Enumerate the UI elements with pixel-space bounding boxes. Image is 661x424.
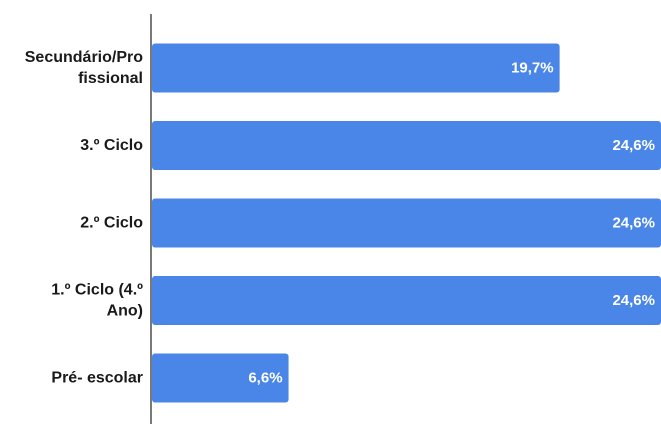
category-label: 1.º Ciclo (4.º Ano): [51, 282, 143, 320]
bar: [152, 121, 661, 170]
category-label-line: Pré- escolar: [51, 370, 143, 387]
category-label-line: Ano): [107, 303, 143, 320]
bar-value-label: 24,6%: [612, 215, 655, 232]
category-label: Secundário/Pro fissional: [25, 49, 143, 87]
category-label: Pré- escolar: [51, 370, 143, 387]
category-label-line: fissional: [78, 70, 143, 87]
bar: [152, 43, 560, 93]
bar: [152, 198, 661, 248]
category-label-line: 1.º Ciclo (4.º: [51, 282, 143, 299]
bar-value-label: 19,7%: [511, 60, 554, 77]
bar-value-label: 6,6%: [248, 370, 282, 387]
bar: [152, 353, 289, 403]
category-label-line: 3.º Ciclo: [80, 137, 143, 154]
bar: [152, 276, 661, 325]
category-label-line: 2.º Ciclo: [80, 215, 143, 232]
category-label: 2.º Ciclo: [80, 215, 143, 232]
bar-value-label: 24,6%: [612, 137, 655, 154]
category-label: 3.º Ciclo: [80, 137, 143, 154]
category-label-line: Secundário/Pro: [25, 49, 143, 66]
bar-value-label: 24,6%: [612, 292, 655, 309]
